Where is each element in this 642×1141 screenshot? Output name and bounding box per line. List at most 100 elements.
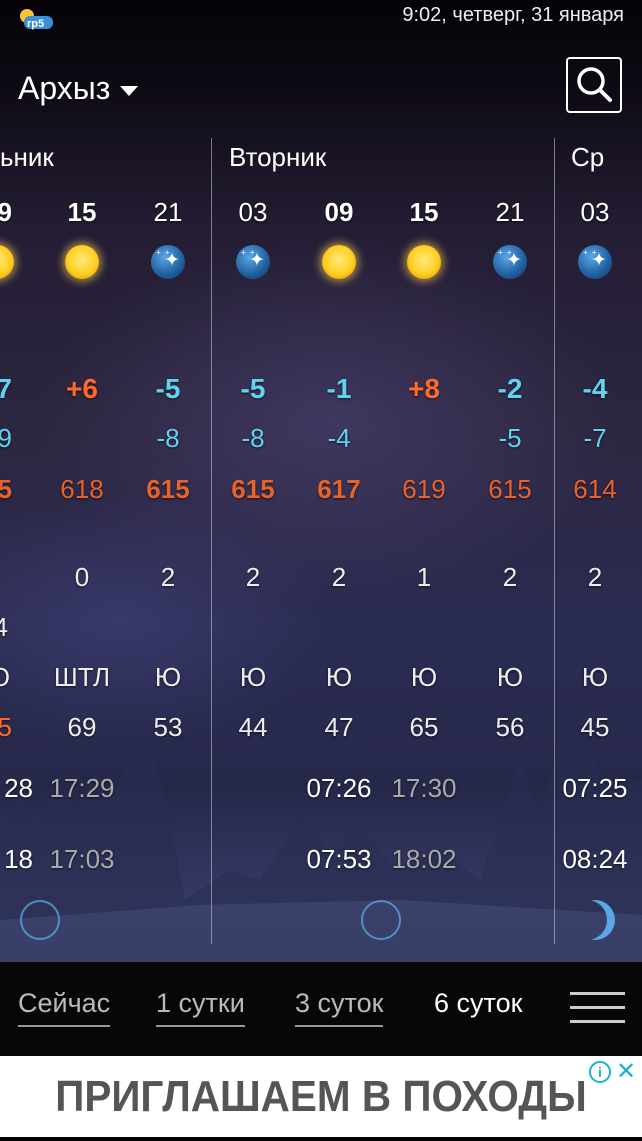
wind-direction: Ю — [581, 662, 609, 692]
new-moon-icon — [361, 900, 401, 940]
new-moon-icon — [20, 900, 60, 940]
sun-time: 17:29 — [49, 773, 115, 803]
tab-3-days[interactable]: 3 суток — [295, 988, 384, 1027]
menu-line — [570, 1006, 625, 1009]
moon-time: 07:53 — [306, 844, 372, 874]
search-icon — [577, 67, 612, 102]
waxing-crescent-icon — [575, 900, 615, 940]
day-divider — [554, 138, 555, 944]
ad-banner[interactable]: ПРИГЛАШАЕМ В ПОХОДЫ i ✕ — [0, 1056, 642, 1137]
wind-direction: Ю — [239, 662, 267, 692]
wind-speed: 0 — [74, 562, 90, 592]
temperature: -1 — [326, 373, 352, 404]
snowy-trees-illustration — [0, 740, 642, 962]
temperature: 7 — [0, 373, 12, 404]
sun-icon — [0, 245, 14, 279]
day-name: Вторник — [229, 142, 327, 172]
moon-time: 18 — [4, 844, 33, 874]
moon-time: 08:24 — [562, 844, 628, 874]
temperature: -2 — [497, 373, 523, 404]
humidity: 5 — [0, 712, 12, 742]
pressure: 617 — [317, 474, 361, 504]
wind-speed: 2 — [245, 562, 261, 592]
forecast-hour: 09 — [324, 197, 354, 227]
tab-1-day[interactable]: 1 сутки — [156, 988, 245, 1027]
temperature: -4 — [582, 373, 608, 404]
wind-speed: 2 — [502, 562, 518, 592]
city-selector[interactable]: Архыз — [18, 70, 139, 107]
wind-speed: 2 — [331, 562, 347, 592]
wind-speed: 2 — [587, 562, 603, 592]
menu-line — [570, 1020, 625, 1023]
feels-like-temperature: -8 — [241, 423, 265, 453]
pressure: 619 — [402, 474, 446, 504]
feels-like-temperature: -5 — [498, 423, 522, 453]
wind-direction: Ю — [0, 662, 10, 693]
forecast-hour: 03 — [238, 197, 268, 227]
moon-time: 17:03 — [49, 844, 115, 874]
sun-icon — [322, 245, 356, 279]
feels-like-temperature: 9 — [0, 423, 12, 453]
humidity: 45 — [580, 712, 610, 742]
wind-direction: Ю — [496, 662, 524, 692]
day-name: ьник — [0, 142, 54, 172]
humidity: 56 — [495, 712, 525, 742]
tab-6-days[interactable]: 6 суток — [434, 988, 523, 1018]
forecast-hour: 9 — [0, 197, 12, 227]
pressure: 615 — [146, 474, 190, 504]
temperature: -5 — [240, 373, 266, 404]
wind-speed: 2 — [160, 562, 176, 592]
pressure: 618 — [60, 474, 104, 504]
forecast-hour: 21 — [495, 197, 525, 227]
clear-night-icon — [578, 245, 612, 279]
humidity: 53 — [153, 712, 183, 742]
moon-time: 18:02 — [391, 844, 457, 874]
sun-time: 28 — [4, 773, 33, 803]
humidity: 44 — [238, 712, 268, 742]
wind-direction: Ю — [325, 662, 353, 692]
sun-icon — [65, 245, 99, 279]
day-divider — [211, 138, 212, 944]
status-datetime: 9:02, четверг, 31 января — [402, 4, 624, 26]
sun-time: 17:30 — [391, 773, 457, 803]
svg-text:rp5: rp5 — [27, 18, 44, 30]
forecast-hour: 15 — [67, 197, 97, 227]
tab-now[interactable]: Сейчас — [18, 988, 111, 1027]
humidity: 47 — [324, 712, 354, 742]
city-name: Архыз — [18, 70, 111, 106]
menu-button[interactable] — [570, 992, 625, 1024]
sun-icon — [407, 245, 441, 279]
sun-time: 07:26 — [306, 773, 372, 803]
period-tab-bar: Сейчас 1 сутки 3 суток 6 суток — [0, 962, 642, 1056]
rp5-logo-icon: rp5 — [20, 9, 53, 30]
wind-direction: ШТЛ — [53, 662, 111, 692]
ad-close-icon[interactable]: ✕ — [616, 1058, 637, 1085]
feels-like-temperature: -8 — [156, 423, 180, 453]
forecast-hour: 15 — [409, 197, 439, 227]
temperature: +8 — [408, 373, 440, 404]
clear-night-icon — [151, 245, 185, 279]
caret-down-icon — [120, 85, 139, 96]
humidity: 65 — [409, 712, 439, 742]
feels-like-temperature: -7 — [583, 423, 607, 453]
wind-direction: Ю — [410, 662, 438, 692]
forecast-hour: 21 — [153, 197, 183, 227]
pressure: 615 — [488, 474, 532, 504]
clear-night-icon — [236, 245, 270, 279]
temperature: -5 — [155, 373, 181, 404]
search-button[interactable] — [566, 57, 622, 113]
ad-text: ПРИГЛАШАЕМ В ПОХОДЫ — [55, 1072, 587, 1121]
pressure: 5 — [0, 474, 12, 504]
ad-info-icon[interactable]: i — [589, 1061, 611, 1083]
humidity: 69 — [67, 712, 97, 742]
forecast-hour: 03 — [580, 197, 610, 227]
day-name: Ср — [571, 142, 605, 172]
feels-like-temperature: -4 — [327, 423, 351, 453]
wind-gust: 4 — [0, 612, 8, 642]
wind-speed: 1 — [416, 562, 432, 592]
pressure: 615 — [231, 474, 275, 504]
clear-night-icon — [493, 245, 527, 279]
wind-direction: Ю — [154, 662, 182, 692]
pressure: 614 — [573, 474, 617, 504]
sun-time: 07:25 — [562, 773, 628, 803]
